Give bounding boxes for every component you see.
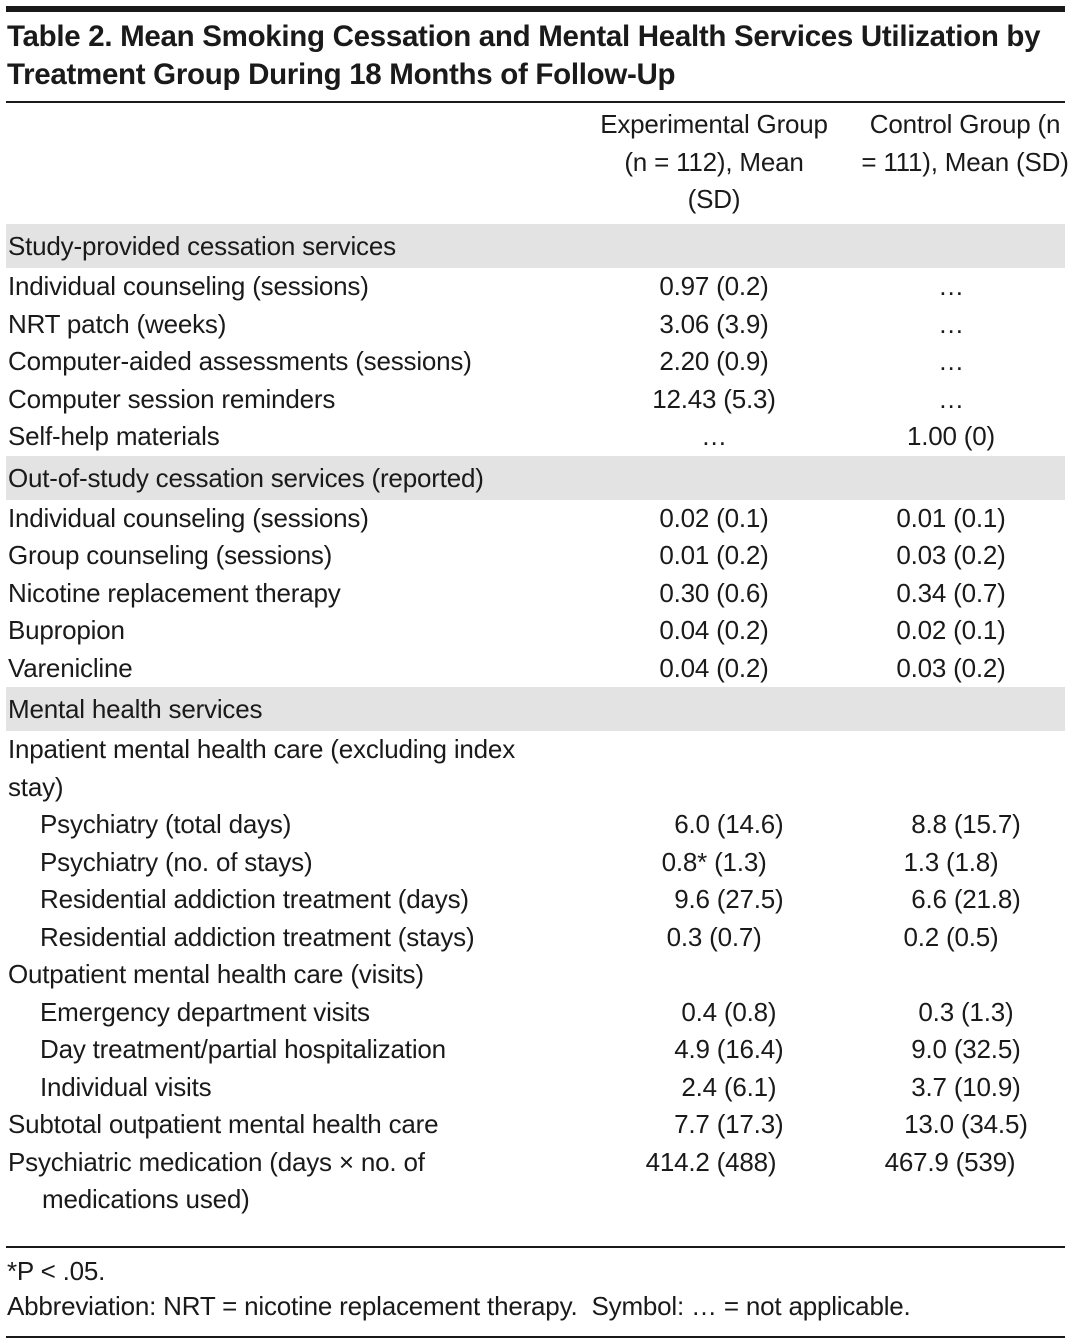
table-row: Self-help materials … 1.00 (0): [6, 418, 1065, 456]
section-header: Study-provided cessation services: [6, 224, 1065, 268]
control-value: 8.8 (15.7): [911, 809, 1021, 839]
control-value: 0.2 (0.5): [903, 921, 999, 952]
experimental-value: 0.04 (0.2): [659, 652, 769, 683]
column-header-experimental: Experimental Group (n = 112), Mean (SD): [600, 109, 828, 214]
row-label: Psychiatric medication (days × no. of me…: [8, 1146, 425, 1215]
row-label: Individual visits: [40, 1071, 212, 1102]
table-row: Subtotal outpatient mental health care 7.…: [6, 1106, 1065, 1144]
control-value: 3.7 (10.9): [911, 1071, 1021, 1102]
table-body: Study-provided cessation services Indivi…: [6, 224, 1065, 1219]
control-value: 1.00 (0): [906, 421, 995, 451]
control-value: 0.01 (0.1): [896, 502, 1006, 533]
experimental-value: 12.43 (5.3): [652, 383, 776, 414]
control-value: 1.3 (1.8): [903, 846, 999, 877]
control-value: 13.0 (34.5): [904, 1109, 1028, 1139]
table-row: Computer session reminders 12.43 (5.3) …: [6, 381, 1065, 419]
experimental-value: 4.9 (16.4): [674, 1034, 784, 1064]
row-label: Individual counseling (sessions): [8, 271, 369, 301]
control-value: 6.6 (21.8): [911, 884, 1021, 914]
table-row: Outpatient mental health care (visits): [6, 956, 1065, 994]
row-label: Bupropion: [8, 615, 125, 645]
control-value: …: [938, 308, 964, 339]
row-label: Outpatient mental health care (visits): [8, 959, 424, 989]
experimental-value: 0.97 (0.2): [659, 271, 769, 301]
footnote-abbreviation: Abbreviation: NRT = nicotine replacement…: [7, 1291, 911, 1321]
row-label: Nicotine replacement therapy: [8, 577, 341, 608]
table-row: Individual counseling (sessions) 0.02 (0.…: [6, 500, 1065, 538]
row-label: Residential addiction treatment (days): [40, 884, 469, 914]
experimental-value: 0.04 (0.2): [659, 615, 769, 645]
experimental-value: 6.0 (14.6): [674, 809, 784, 839]
table-row: Varenicline 0.04 (0.2) 0.03 (0.2): [6, 650, 1065, 688]
row-label: Psychiatry (no. of stays): [40, 846, 313, 877]
row-label: Psychiatry (total days): [40, 809, 292, 839]
table-row: Day treatment/partial hospitalization 4.9…: [6, 1031, 1065, 1069]
experimental-value: 2.4 (6.1): [681, 1071, 777, 1102]
table-row: Bupropion 0.04 (0.2) 0.02 (0.1): [6, 612, 1065, 650]
table-row: Group counseling (sessions) 0.01 (0.2) 0.0…: [6, 537, 1065, 575]
experimental-value: 414.2 (488): [645, 1146, 777, 1177]
control-value: 0.03 (0.2): [896, 540, 1006, 570]
section-header: Out-of-study cessation services (reporte…: [6, 455, 1065, 500]
control-value: 9.0 (32.5): [911, 1034, 1021, 1064]
table-row: NRT patch (weeks) 3.06 (3.9) …: [6, 306, 1065, 344]
experimental-value: 3.06 (3.9): [659, 308, 769, 339]
row-label: Subtotal outpatient mental health care: [8, 1109, 439, 1139]
header-rule: [6, 101, 1065, 103]
control-value: 467.9 (539): [884, 1146, 1016, 1177]
row-label: Computer session reminders: [8, 383, 336, 414]
table-row: Residential addiction treatment (stays) 0…: [6, 919, 1065, 957]
experimental-value: 0.8* (1.3): [661, 846, 767, 877]
table-row: Computer-aided assessments (sessions) 2.2…: [6, 343, 1065, 381]
experimental-value: 0.30 (0.6): [659, 577, 769, 608]
control-value: …: [938, 346, 964, 376]
footnote-significance: *P < .05.: [7, 1256, 106, 1286]
control-value: 0.03 (0.2): [896, 652, 1006, 683]
experimental-value: 0.4 (0.8): [681, 996, 777, 1027]
table-row: Nicotine replacement therapy 0.30 (0.6) 0.…: [6, 575, 1065, 613]
row-label: Varenicline: [8, 652, 133, 683]
table-row: Psychiatric medication (days × no. of me…: [6, 1144, 1065, 1219]
table-row: Individual visits 2.4 (6.1) 3.7 (10.9): [6, 1069, 1065, 1107]
table-row: Psychiatry (no. of stays) 0.8* (1.3) 1.3 (…: [6, 844, 1065, 882]
table-row: Residential addiction treatment (days) 9.…: [6, 881, 1065, 919]
section-header: Mental health services: [6, 687, 1065, 731]
table-row: Inpatient mental health care (excluding …: [6, 731, 1065, 806]
row-label: Individual counseling (sessions): [8, 502, 369, 533]
top-rule: [6, 6, 1065, 12]
row-label: Day treatment/partial hospitalization: [40, 1034, 446, 1064]
row-label: Emergency department visits: [40, 996, 370, 1027]
table-title: Table 2. Mean Smoking Cessation and Ment…: [7, 20, 1041, 91]
table-row: Psychiatry (total days) 6.0 (14.6) 8.8 (15…: [6, 806, 1065, 844]
experimental-value: 0.01 (0.2): [659, 540, 769, 570]
experimental-value: …: [701, 421, 727, 451]
row-label: Residential addiction treatment (stays): [40, 921, 475, 952]
bottom-rule: [6, 1336, 1065, 1338]
row-label: Computer-aided assessments (sessions): [8, 346, 472, 376]
experimental-value: 0.3 (0.7): [666, 921, 762, 952]
control-value: 0.34 (0.7): [896, 577, 1006, 608]
control-value: …: [938, 271, 964, 301]
footer-rule: [6, 1246, 1065, 1248]
table-row: Individual counseling (sessions) 0.97 (0.…: [6, 268, 1065, 306]
experimental-value: 0.02 (0.1): [659, 502, 769, 533]
row-label: Group counseling (sessions): [8, 540, 333, 570]
row-label: Self-help materials: [8, 421, 220, 451]
experimental-value: 7.7 (17.3): [674, 1109, 784, 1139]
row-label: NRT patch (weeks): [8, 308, 227, 339]
table-row: Emergency department visits 0.4 (0.8) 0.3 …: [6, 994, 1065, 1032]
column-header-control: Control Group (n = 111), Mean (SD): [861, 109, 1069, 177]
experimental-value: 9.6 (27.5): [674, 884, 784, 914]
row-label: Inpatient mental health care (excluding …: [8, 734, 515, 802]
control-value: 0.3 (1.3): [918, 996, 1014, 1027]
experimental-value: 2.20 (0.9): [659, 346, 769, 376]
control-value: …: [938, 383, 964, 414]
control-value: 0.02 (0.1): [896, 615, 1006, 645]
